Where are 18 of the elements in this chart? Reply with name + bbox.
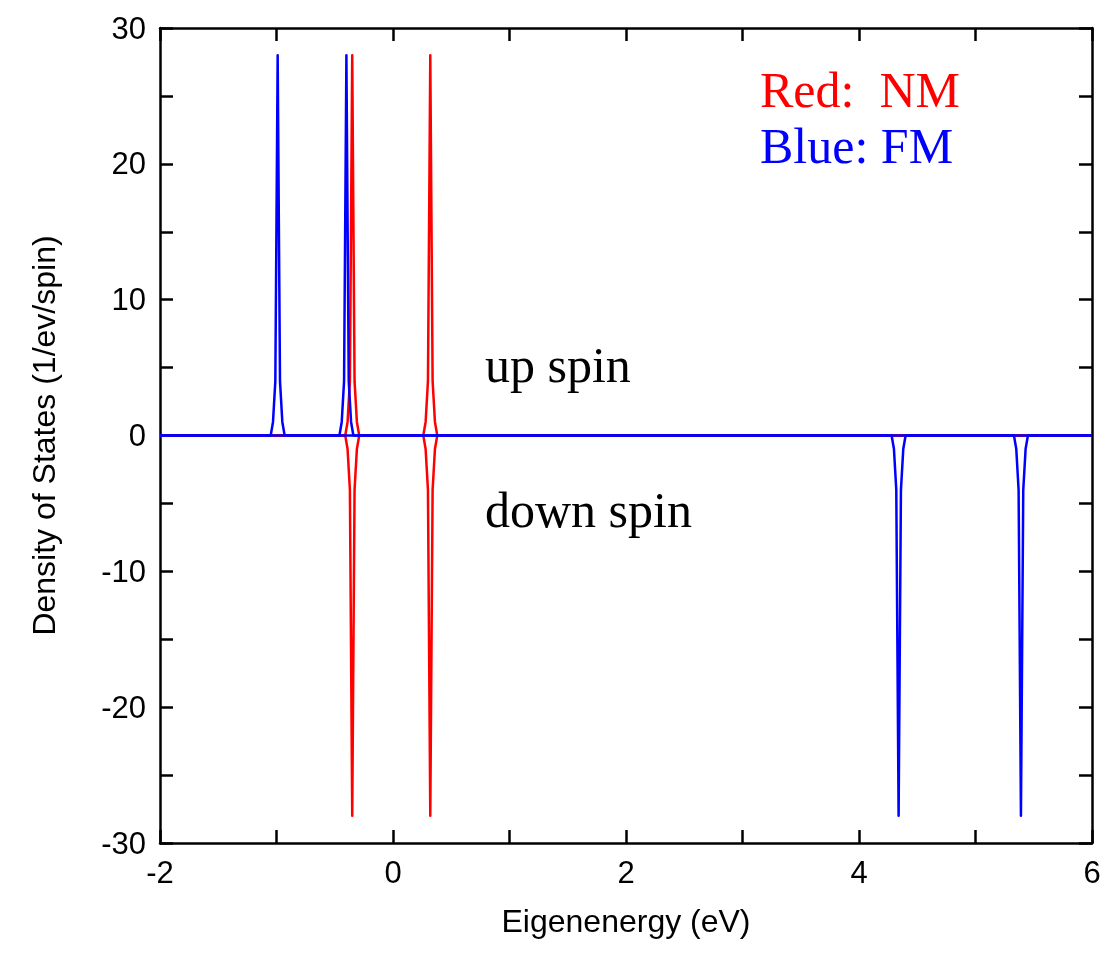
x-tick-label: 2 [617,855,635,890]
x-tick-label: -2 [146,855,174,890]
x-axis-title: Eigenenergy (eV) [501,903,751,939]
y-tick-label: 20 [111,146,146,182]
y-tick-label: 30 [111,10,146,46]
y-tick-label: -20 [101,689,146,725]
x-tick-label: 6 [1083,855,1101,890]
text: Red: NM [760,62,960,118]
y-axis-title: Density of States (1/ev/spin) [26,235,62,636]
y-tick-label: -30 [101,825,146,861]
x-tick-label: 0 [384,855,402,890]
text: Blue: FM [760,118,954,174]
y-tick-label: 0 [128,418,146,453]
x-tick-label: 4 [850,855,868,890]
annotation: up spin [485,337,631,393]
y-tick-label: 10 [111,282,146,318]
y-tick-label: -10 [101,553,146,589]
annotation: down spin [485,482,692,538]
